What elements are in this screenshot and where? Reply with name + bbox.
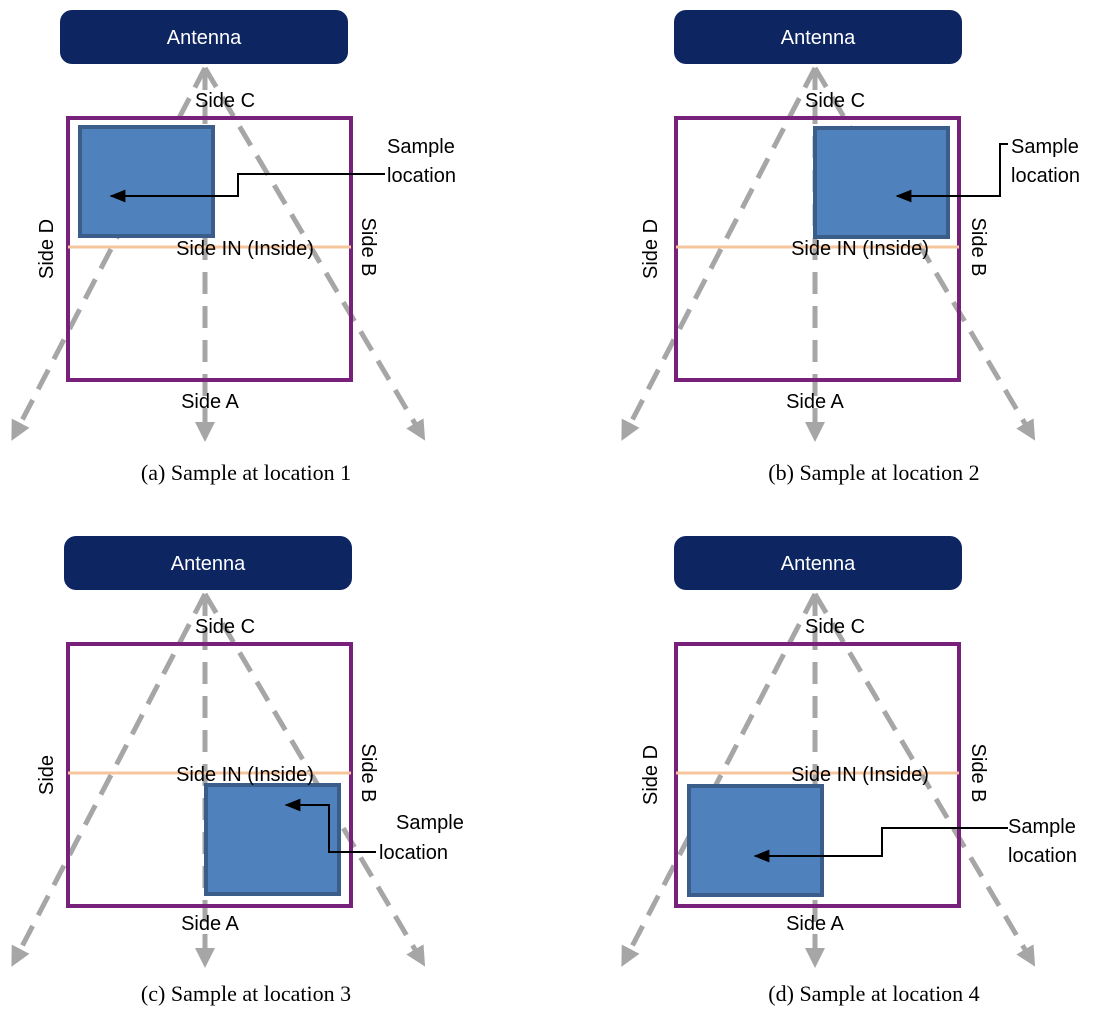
- sample-label-line2: location: [1008, 845, 1077, 867]
- side-b-label: Side B: [967, 218, 989, 277]
- side-b-label: Side B: [357, 744, 379, 803]
- panel-d: Antenna Side C Side A Side IN (Inside) S…: [621, 536, 1077, 1006]
- side-c-label: Side C: [805, 90, 865, 112]
- beam-left: [621, 592, 818, 967]
- beam-lines: [11, 592, 426, 968]
- side-d-label: Side D: [36, 219, 58, 279]
- panel-a: Antenna Side C Side A Side IN (Inside) S…: [11, 10, 456, 485]
- antenna-label: Antenna: [781, 553, 856, 575]
- panel-c: Antenna Side C Side A Side IN (Inside) S…: [11, 536, 464, 1006]
- antenna-label: Antenna: [167, 27, 242, 49]
- beam-right: [202, 66, 426, 441]
- side-a-label: Side A: [181, 391, 239, 413]
- sample-label-line1: Sample: [387, 136, 455, 158]
- antenna-box: [60, 10, 348, 64]
- sample-pointer-arrow: [895, 143, 1008, 203]
- sample-label-line1: Sample: [396, 812, 464, 834]
- side-c-label: Side C: [195, 616, 255, 638]
- sample-label-line2: location: [1011, 165, 1080, 187]
- side-b-label: Side B: [967, 744, 989, 803]
- antenna-box: [674, 10, 962, 64]
- room-outline: [674, 642, 961, 908]
- side-in-label: Side IN (Inside): [176, 764, 314, 786]
- sample-pointer-arrow: [109, 173, 385, 203]
- panel-caption: (b) Sample at location 2: [768, 460, 979, 485]
- sample-block: [204, 783, 341, 896]
- beam-right: [812, 592, 1036, 967]
- sample-label-line2: location: [387, 165, 456, 187]
- sample-pointer-arrow: [753, 827, 1008, 863]
- beam-left: [11, 592, 208, 967]
- antenna-box: [674, 536, 962, 590]
- panel-caption: (c) Sample at location 3: [141, 981, 351, 1006]
- beam-lines: [621, 592, 1036, 968]
- side-b-label: Side B: [357, 218, 379, 277]
- side-in-label: Side IN (Inside): [791, 764, 929, 786]
- panel-caption: (a) Sample at location 1: [141, 460, 351, 485]
- side-in-label: Side IN (Inside): [176, 238, 314, 260]
- sample-label-line2: location: [379, 842, 448, 864]
- panel-caption: (d) Sample at location 4: [768, 981, 979, 1006]
- room-outline: [66, 642, 353, 908]
- sample-block: [813, 126, 950, 239]
- sample-pointer-arrow: [284, 798, 376, 853]
- side-d-label: Side D: [640, 219, 662, 279]
- antenna-box: [64, 536, 352, 590]
- room-outline: [674, 116, 961, 382]
- sample-label-line1: Sample: [1008, 816, 1076, 838]
- side-d-label: Side: [36, 755, 58, 795]
- antenna-label: Antenna: [781, 27, 856, 49]
- sample-block: [78, 125, 215, 238]
- side-a-label: Side A: [786, 391, 844, 413]
- side-d-label: Side D: [640, 745, 662, 805]
- beam-right: [202, 592, 426, 967]
- antenna-label: Antenna: [171, 553, 246, 575]
- beam-left: [621, 66, 818, 441]
- sample-block: [687, 784, 824, 897]
- side-c-label: Side C: [805, 616, 865, 638]
- room-outline: [66, 116, 353, 382]
- side-in-label: Side IN (Inside): [791, 238, 929, 260]
- panel-b: Antenna Side C Side A Side IN (Inside) S…: [621, 10, 1080, 485]
- sample-label-line1: Sample: [1011, 136, 1079, 158]
- side-a-label: Side A: [181, 913, 239, 935]
- side-a-label: Side A: [786, 913, 844, 935]
- side-c-label: Side C: [195, 90, 255, 112]
